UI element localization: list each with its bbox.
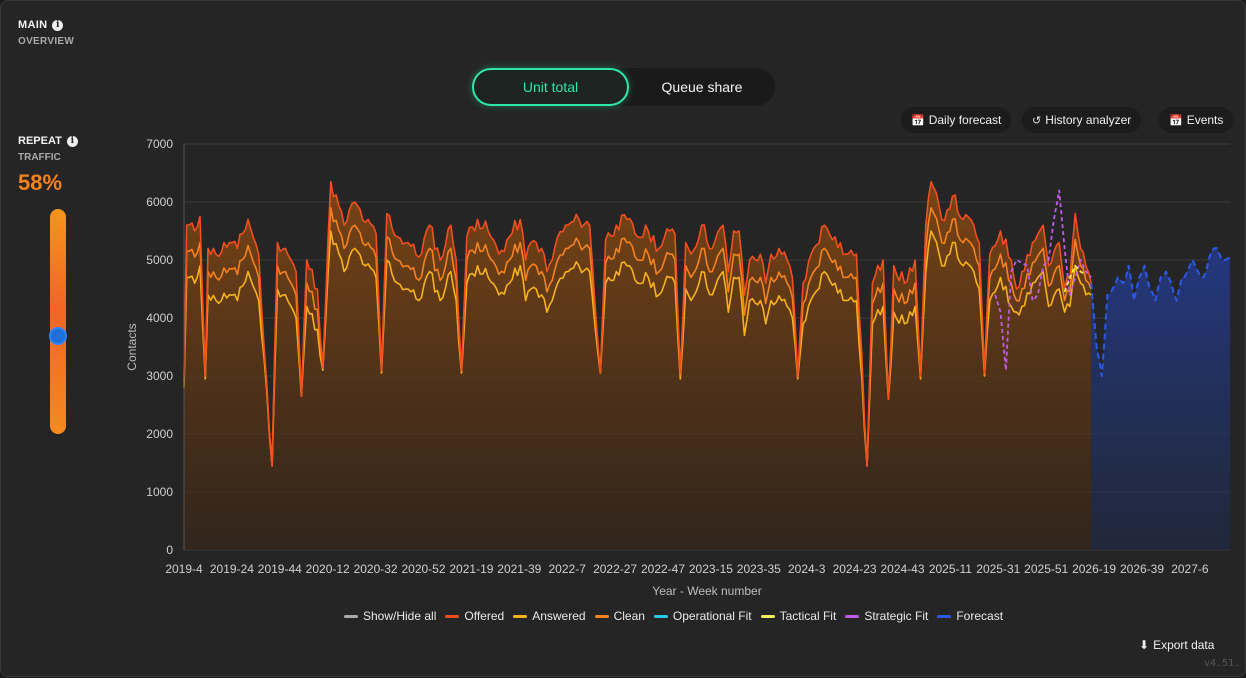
repeat-slider-handle[interactable] [49,326,67,345]
legend-swatch [513,614,528,618]
y-tick-label: 5000 [146,253,173,267]
legend-label: Offered [464,609,505,623]
x-tick-label: 2019-4 [165,562,203,576]
x-tick-label: 2026-19 [1072,562,1116,576]
legend-label: Clean [613,609,645,623]
info-icon[interactable]: i [52,19,64,31]
x-tick-label: 2019-44 [258,562,302,576]
view-toggle: Unit total Queue share [472,68,775,106]
x-tick-label: 2019-24 [210,562,254,576]
legend-label: Strategic Fit [864,609,929,623]
x-tick-label: 2024-3 [788,562,826,576]
x-tick-label: 2021-19 [449,562,493,576]
y-tick-label: 0 [166,543,173,557]
export-data-button[interactable]: ⬇ Export data [1139,638,1215,652]
y-tick-label: 7000 [146,137,173,151]
y-tick-label: 1000 [146,485,173,499]
x-tick-label: 2022-47 [641,562,685,576]
legend-swatch [594,614,609,618]
legend-label: Operational Fit [672,609,752,623]
legend-swatch [344,614,358,618]
repeat-slider-track[interactable] [49,209,67,434]
page-title: MAIN [18,19,48,31]
history-analyzer-button[interactable]: ↺ History analyzer [1022,107,1142,133]
legend-item-clean[interactable]: Clean [594,609,645,623]
y-axis-label: Contacts [125,323,139,370]
x-tick-label: 2027-6 [1171,562,1209,576]
series-strategic-fit [994,189,1092,372]
history-area [184,181,1092,550]
repeat-title: REPEAT [18,135,62,147]
x-tick-label: 2024-23 [833,562,877,576]
legend-swatch [937,614,952,618]
x-tick-label: 2020-32 [354,562,398,576]
series-clean [183,207,1092,467]
legend-swatch [653,614,668,618]
daily-forecast-button[interactable]: 📅 Daily forecast [901,107,1012,133]
page-subtitle: OVERVIEW [18,36,75,47]
legend-item-strategic-fit[interactable]: Strategic Fit [845,609,928,623]
x-tick-label: 2025-31 [976,562,1020,576]
legend-item-answered[interactable]: Answered [513,609,586,623]
x-tick-label: 2023-15 [689,562,733,576]
legend-item-show-hide-all[interactable]: Show/Hide all [344,609,436,623]
info-icon[interactable]: i [66,135,78,147]
x-tick-label: 2026-39 [1120,562,1164,576]
legend-swatch [760,614,775,618]
y-tick-label: 2000 [146,427,173,441]
series-tactical-fit [1063,264,1087,293]
y-tick-label: 4000 [146,311,173,325]
legend-label: Tactical Fit [779,609,837,623]
tab-unit-total[interactable]: Unit total [472,68,629,106]
x-tick-label: 2022-27 [593,562,637,576]
x-tick-label: 2022-7 [549,562,587,576]
legend-swatch [445,614,460,618]
x-tick-label: 2021-39 [497,562,541,576]
series-answered [183,230,1092,467]
forecast-area [1091,248,1230,550]
legend-label: Forecast [956,609,1004,623]
x-tick-label: 2020-52 [401,562,445,576]
tab-queue-share[interactable]: Queue share [661,79,743,95]
y-tick-label: 6000 [146,195,173,209]
x-tick-label: 2024-43 [880,562,924,576]
x-tick-label: 2023-35 [737,562,781,576]
legend-item-forecast[interactable]: Forecast [937,609,1003,623]
repeat-subtitle: TRAFFIC [18,152,61,163]
series-forecast [1090,247,1231,377]
x-tick-label: 2025-11 [929,562,972,576]
version-label: v4.51. [1204,658,1241,669]
history-icon: ↺ [1032,114,1042,127]
calendar-icon: 📅 [911,114,925,127]
legend-item-tactical-fit[interactable]: Tactical Fit [760,609,837,623]
x-axis-label: Year - Week number [652,584,761,598]
chart-legend: Show/Hide all Offered Answered Clean Operat… [344,609,1003,623]
repeat-traffic-panel: REPEAT i TRAFFIC 58% [18,135,78,196]
events-button[interactable]: 📅 Events [1159,107,1234,133]
repeat-percentage: 58% [18,170,63,195]
series-offered [183,180,1092,467]
page-header: MAIN i OVERVIEW [18,19,74,47]
y-tick-label: 3000 [146,369,173,383]
legend-label: Answered [532,609,586,623]
legend-item-offered[interactable]: Offered [445,609,504,623]
legend-item-operational-fit[interactable]: Operational Fit [653,609,752,623]
calendar-icon: 📅 [1169,114,1183,127]
legend-swatch [845,614,860,618]
x-tick-label: 2025-51 [1024,562,1068,576]
download-icon: ⬇ [1139,638,1150,652]
x-tick-label: 2020-12 [306,562,350,576]
